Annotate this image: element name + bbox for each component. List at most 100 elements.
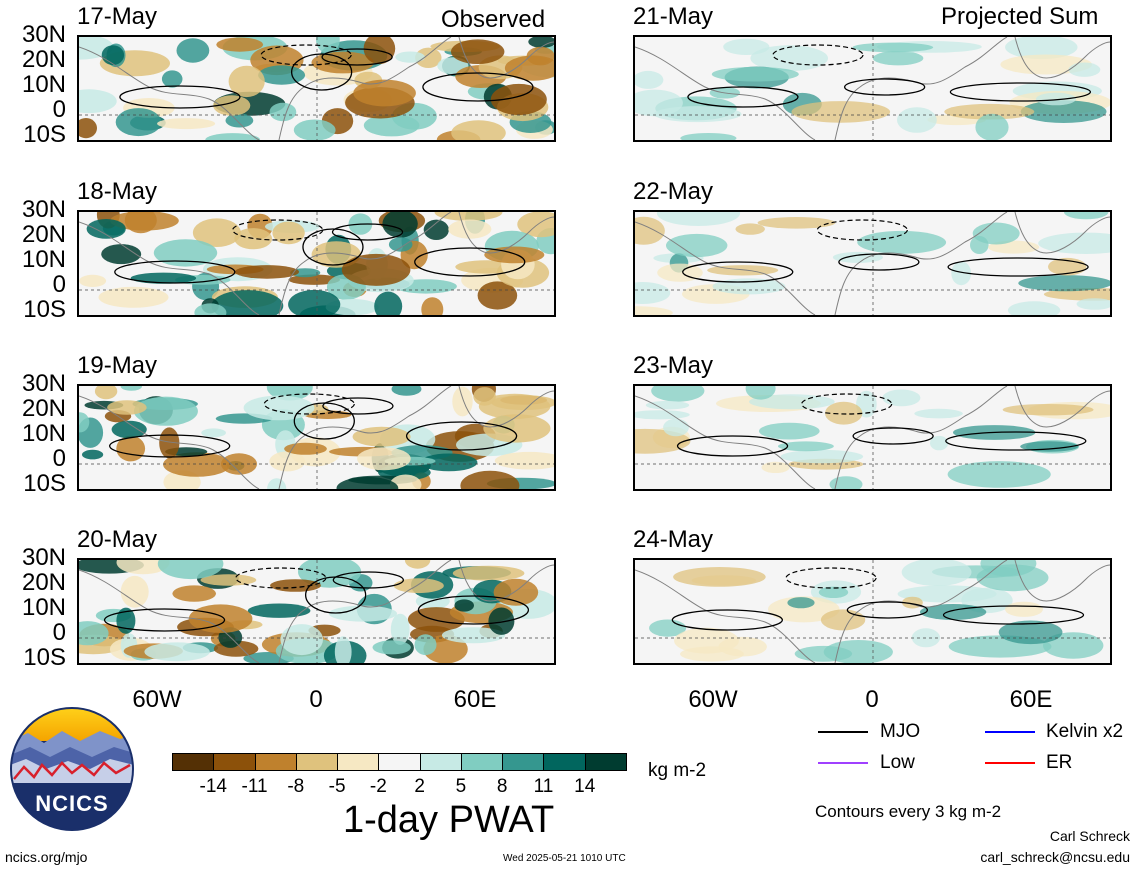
anomaly-patch (79, 412, 90, 433)
mjo-contour (405, 421, 518, 451)
panel-date-label: 24-May (633, 526, 714, 553)
colorbar-tick-label: -14 (199, 776, 227, 797)
map-panel-observed (77, 558, 556, 665)
anomaly-patch (79, 621, 109, 646)
anomaly-patch (829, 476, 863, 489)
mjo-contour (417, 595, 530, 625)
anomaly-patch (341, 253, 411, 286)
anomaly-patch (201, 428, 226, 438)
pwat-anomaly-map (79, 37, 554, 140)
anomaly-patch (235, 265, 299, 279)
mjo-contour-negative (772, 44, 864, 66)
anomaly-patch (211, 290, 284, 315)
latitude-label: 0 (52, 271, 66, 298)
anomaly-patch (1076, 298, 1110, 310)
anomaly-patch (284, 442, 327, 455)
anomaly-patch (882, 389, 921, 407)
anomaly-patch (120, 386, 142, 391)
latitude-label: 0 (52, 619, 66, 646)
anomaly-patch (735, 223, 765, 235)
anomaly-patch (272, 221, 305, 245)
anomaly-patch (944, 103, 1035, 120)
anomaly-patch (914, 408, 963, 419)
colorbar-tick-label: -5 (328, 776, 346, 797)
latitude-label: 0 (52, 445, 66, 472)
observed-column-title: Observed (441, 6, 546, 33)
anomaly-patch (483, 414, 551, 443)
projected-column-title: Projected Sum (941, 3, 1099, 30)
anomaly-patch (663, 418, 689, 437)
colorbar-tick-label: -8 (287, 776, 305, 797)
anomaly-patch (404, 560, 431, 569)
anomaly-patch (852, 42, 934, 53)
coastline (79, 37, 554, 140)
anomaly-patch (975, 113, 1009, 140)
anomaly-patch (288, 289, 341, 315)
anomaly-patch (298, 560, 362, 588)
anomaly-patch (901, 560, 972, 586)
colorbar-tick-label: 5 (455, 776, 467, 797)
anomaly-patch (372, 640, 411, 655)
map-panel-projected (633, 35, 1112, 142)
colorbar-swatch (213, 753, 256, 771)
anomaly-patch (205, 133, 261, 140)
longitude-label: 60W (688, 686, 738, 713)
mjo-contour-negative (785, 567, 877, 589)
anomaly-patch (635, 89, 683, 117)
anomaly-patch (494, 451, 554, 470)
legend-line-mjo (818, 731, 868, 733)
latitude-label: 10S (23, 296, 66, 323)
timestamp: Wed 2025-05-21 1010 UTC (503, 853, 626, 864)
anomaly-patch (448, 219, 492, 239)
panel-date-label: 17-May (77, 3, 158, 30)
ncics-logo: NCICS (10, 707, 134, 831)
anomaly-patch (491, 395, 554, 411)
anomaly-patch (1020, 100, 1107, 123)
mjo-contour (687, 86, 799, 108)
latitude-label: 0 (52, 96, 66, 123)
anomaly-patch (391, 386, 422, 396)
contour-note: Contours every 3 kg m-2 (815, 802, 1002, 821)
anomaly-patch (280, 624, 323, 656)
anomaly-patch (780, 449, 864, 464)
anomaly-patch (163, 452, 231, 477)
anomaly-patch (414, 634, 437, 656)
anomaly-patch (200, 574, 257, 586)
anomaly-patch (374, 291, 403, 315)
colorbar-ticks: -14 -11 -8 -5 -2 2 5 8 11 14 (172, 777, 626, 797)
anomaly-patch (79, 118, 97, 139)
longitude-label: 60E (453, 686, 497, 713)
anomaly-patch (460, 470, 520, 489)
latitude-label: 20N (21, 221, 66, 248)
anomaly-patch (872, 51, 924, 66)
anomaly-patch (157, 560, 224, 580)
anomaly-patch (947, 461, 1051, 488)
legend-line-low (818, 762, 868, 764)
anomaly-patch (1043, 632, 1104, 659)
author-email[interactable]: carl_schreck@ncsu.edu (980, 849, 1130, 865)
anomaly-patch (192, 218, 241, 247)
anomaly-patch (161, 70, 183, 88)
site-link[interactable]: ncics.org/mjo (5, 849, 88, 865)
anomaly-patch (787, 597, 815, 609)
anomaly-patch (389, 474, 422, 489)
anomaly-patch (749, 394, 835, 410)
anomaly-patch (213, 95, 251, 116)
anomaly-patch (86, 219, 126, 239)
anomaly-patch (82, 449, 104, 460)
anomaly-patch (451, 39, 505, 64)
pwat-anomaly-map (635, 37, 1110, 140)
anomaly-patch (488, 607, 515, 635)
map-panel-projected (633, 384, 1112, 491)
anomaly-patch (267, 478, 287, 489)
colorbar-swatch (172, 753, 215, 771)
colorbar-title: 1-day PWAT (343, 799, 555, 841)
author: Carl Schreck (1049, 828, 1130, 844)
anomaly-patch (791, 101, 891, 123)
anomaly-patch (757, 217, 836, 229)
anomaly-patch (124, 212, 157, 234)
anomaly-patch (234, 228, 273, 250)
latitude-label: 30N (21, 21, 66, 48)
anomaly-patch (517, 212, 554, 238)
mjo-contour-negative (235, 567, 327, 589)
